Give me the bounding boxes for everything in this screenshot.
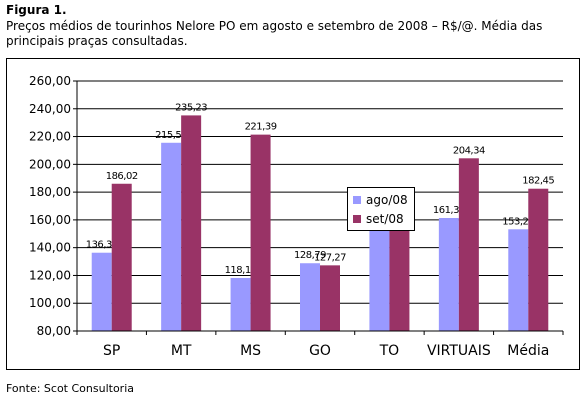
bar-set — [111, 183, 132, 331]
bar-ago — [508, 229, 529, 331]
bar-set — [528, 188, 549, 331]
bar-chart: 80,00 100,00 120,00 140,00 160,00 180,00 200,0… — [29, 74, 564, 359]
data-label: 136,36 — [86, 240, 118, 251]
data-label: 186,02 — [106, 171, 138, 182]
bar-set — [320, 265, 340, 331]
legend-swatch-ago — [353, 196, 361, 204]
x-category-label: MT — [171, 343, 192, 359]
bar-ago — [230, 277, 251, 331]
x-category-label: MS — [240, 343, 261, 359]
y-tick-label: 220,00 — [29, 130, 71, 144]
bar-ago — [438, 218, 459, 331]
y-tick-label: 80,00 — [37, 324, 71, 338]
x-category-label: Média — [507, 343, 549, 359]
figure-caption: Preços médios de tourinhos Nelore PO em … — [6, 19, 543, 48]
x-category-label: TO — [379, 343, 400, 359]
legend-item-ago: ago/08 — [353, 193, 408, 207]
data-label: 182,45 — [522, 176, 554, 187]
y-tick-label: 240,00 — [29, 102, 71, 116]
bar-set — [181, 115, 202, 332]
bar-set — [389, 211, 410, 331]
data-label: 127,27 — [314, 252, 346, 263]
data-label: 128,79 — [294, 250, 326, 261]
chart-frame: 80,00 100,00 120,00 140,00 160,00 180,00 200,0… — [6, 58, 580, 370]
legend-label-ago: ago/08 — [366, 193, 408, 207]
y-tick-label: 180,00 — [29, 185, 71, 199]
data-label: 161,36 — [433, 205, 465, 216]
bar-ago — [300, 263, 320, 331]
y-tick-label: 120,00 — [29, 268, 71, 282]
legend-label-set: set/08 — [366, 212, 404, 226]
x-category-label: GO — [309, 343, 331, 359]
bar-ago — [91, 252, 112, 331]
y-tick-label: 100,00 — [29, 296, 71, 310]
y-tick-label: 200,00 — [29, 157, 71, 171]
x-category-label: VIRTUAIS — [427, 343, 491, 359]
y-tick-label: 140,00 — [29, 241, 71, 255]
chart-legend: ago/08 set/08 — [347, 187, 415, 231]
legend-swatch-set — [353, 215, 361, 223]
data-label: 118,18 — [225, 265, 257, 276]
figure-title: Figura 1. — [6, 3, 67, 17]
y-tick-label: 160,00 — [29, 213, 71, 227]
data-label: 235,23 — [175, 102, 207, 113]
bar-set — [458, 158, 479, 331]
bar-ago — [369, 221, 390, 331]
source-note: Fonte: Scot Consultoria — [6, 382, 134, 395]
data-label: 153,22 — [502, 216, 534, 227]
data-label: 215,52 — [155, 130, 187, 141]
bar-ago — [161, 142, 182, 331]
data-label: 204,34 — [453, 145, 485, 156]
y-tick-label: 260,00 — [29, 74, 71, 88]
x-category-label: SP — [103, 343, 120, 359]
data-label: 221,39 — [245, 122, 277, 133]
bar-set — [250, 134, 271, 331]
legend-item-set: set/08 — [353, 212, 404, 226]
